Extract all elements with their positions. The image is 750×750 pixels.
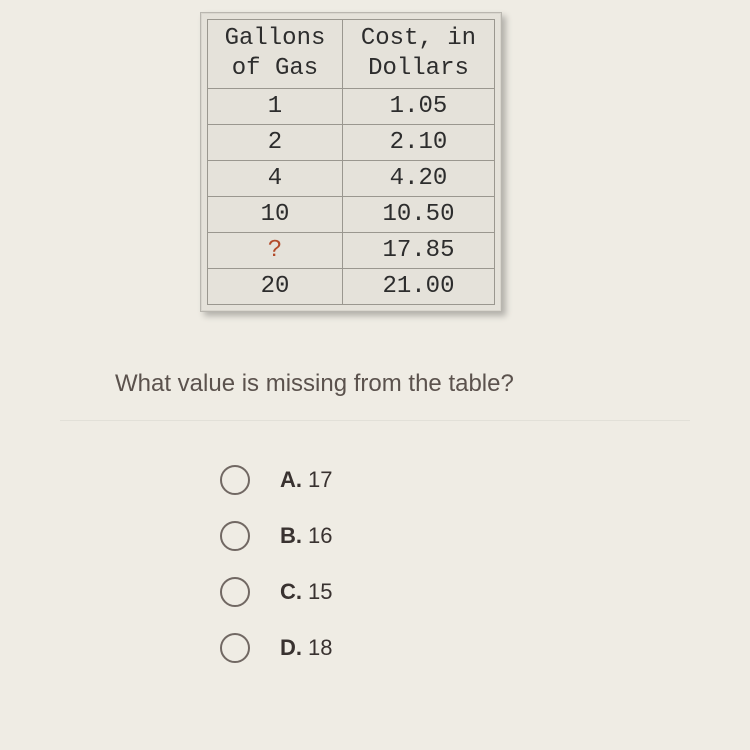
cell-cost: 17.85 [342, 233, 494, 269]
option-letter: A. [280, 467, 302, 493]
table-row: 44.20 [208, 161, 495, 197]
cell-gallons: 10 [208, 197, 343, 233]
answer-option[interactable]: C.15 [220, 577, 332, 607]
cell-gallons: 20 [208, 269, 343, 305]
radio-icon[interactable] [220, 521, 250, 551]
table-row: 2021.00 [208, 269, 495, 305]
answer-option[interactable]: D.18 [220, 633, 332, 663]
answer-options: A.17 B.16 C.15 D.18 [220, 465, 332, 689]
question-text: What value is missing from the table? [115, 370, 514, 398]
cell-gallons: 2 [208, 125, 343, 161]
table-row: 1010.50 [208, 197, 495, 233]
divider [60, 420, 690, 421]
cell-cost: 21.00 [342, 269, 494, 305]
radio-icon[interactable] [220, 577, 250, 607]
radio-icon[interactable] [220, 633, 250, 663]
col-header-cost: Cost, inDollars [342, 20, 494, 89]
option-value: 18 [308, 635, 332, 661]
table-row: 22.10 [208, 125, 495, 161]
table-row: 11.05 [208, 89, 495, 125]
cell-cost: 2.10 [342, 125, 494, 161]
cell-cost: 1.05 [342, 89, 494, 125]
cell-cost: 4.20 [342, 161, 494, 197]
option-value: 17 [308, 467, 332, 493]
option-letter: D. [280, 635, 302, 661]
data-table-card: Gallonsof Gas Cost, inDollars 11.0522.10… [200, 12, 502, 312]
option-value: 15 [308, 579, 332, 605]
answer-option[interactable]: B.16 [220, 521, 332, 551]
answer-option[interactable]: A.17 [220, 465, 332, 495]
col-header-gallons: Gallonsof Gas [208, 20, 343, 89]
cell-gallons: 4 [208, 161, 343, 197]
cell-gallons: ? [208, 233, 343, 269]
cell-gallons: 1 [208, 89, 343, 125]
option-value: 16 [308, 523, 332, 549]
option-letter: C. [280, 579, 302, 605]
cell-cost: 10.50 [342, 197, 494, 233]
option-letter: B. [280, 523, 302, 549]
table-row: ?17.85 [208, 233, 495, 269]
radio-icon[interactable] [220, 465, 250, 495]
gas-cost-table: Gallonsof Gas Cost, inDollars 11.0522.10… [207, 19, 495, 305]
